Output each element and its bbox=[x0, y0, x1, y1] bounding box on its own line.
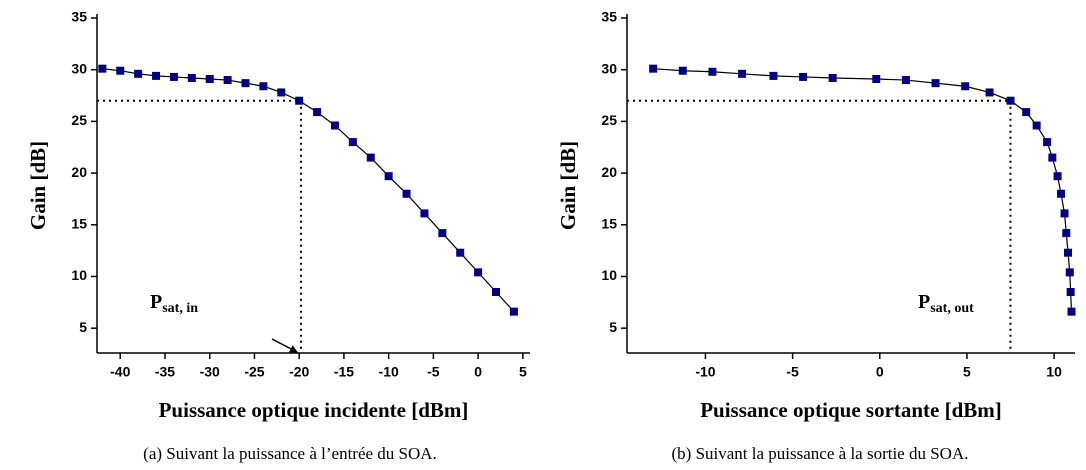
y-tick-label: 15 bbox=[601, 215, 617, 231]
x-tick-label: 0 bbox=[876, 364, 884, 380]
y-tick-label: 5 bbox=[609, 319, 617, 335]
marker bbox=[116, 66, 125, 75]
marker bbox=[1066, 287, 1075, 296]
x-tick-label: -15 bbox=[334, 364, 354, 380]
marker bbox=[259, 82, 268, 91]
marker bbox=[649, 64, 658, 73]
marker bbox=[931, 79, 940, 88]
x-tick-label: 5 bbox=[963, 364, 971, 380]
y-tick-label: 35 bbox=[71, 9, 87, 25]
marker bbox=[384, 172, 393, 181]
y-tick-label: 10 bbox=[71, 267, 87, 283]
y-tick-label: 30 bbox=[601, 60, 617, 76]
y-tick-label: 25 bbox=[71, 112, 87, 128]
marker bbox=[1057, 189, 1066, 198]
caption: (a) Suivant la puissance à l’entrée du S… bbox=[143, 444, 437, 463]
x-tick-label: -30 bbox=[200, 364, 220, 380]
marker bbox=[1032, 121, 1041, 130]
marker bbox=[1062, 229, 1071, 238]
x-tick-label: -40 bbox=[110, 364, 130, 380]
x-tick-label: 10 bbox=[1046, 364, 1062, 380]
marker bbox=[708, 67, 717, 76]
annotation-sub: sat, in bbox=[162, 301, 198, 316]
caption: (b) Suivant la puissance à la sortie du … bbox=[672, 444, 969, 463]
x-tick-label: -5 bbox=[786, 364, 799, 380]
marker bbox=[1065, 268, 1074, 277]
marker bbox=[152, 71, 161, 80]
marker bbox=[330, 121, 339, 130]
marker bbox=[509, 307, 518, 316]
x-axis-label: Puissance optique incidente [dBm] bbox=[159, 398, 469, 422]
annotation-text: P bbox=[150, 291, 162, 313]
y-tick-label: 30 bbox=[71, 60, 87, 76]
marker bbox=[901, 76, 910, 85]
marker bbox=[313, 108, 322, 117]
marker bbox=[961, 82, 970, 91]
marker bbox=[169, 72, 178, 81]
marker bbox=[828, 73, 837, 82]
x-tick-label: -5 bbox=[427, 364, 440, 380]
x-tick-label: -10 bbox=[379, 364, 399, 380]
marker bbox=[205, 75, 214, 84]
y-tick-label: 35 bbox=[601, 9, 617, 25]
marker bbox=[738, 69, 747, 78]
y-tick-label: 10 bbox=[601, 267, 617, 283]
marker bbox=[223, 76, 232, 85]
marker bbox=[348, 138, 357, 147]
y-tick-label: 5 bbox=[79, 319, 87, 335]
x-tick-label: -35 bbox=[155, 364, 175, 380]
marker bbox=[366, 153, 375, 162]
x-tick-label: -10 bbox=[695, 364, 715, 380]
annotation-text: P bbox=[918, 291, 930, 313]
marker bbox=[420, 209, 429, 218]
marker bbox=[1067, 307, 1076, 316]
marker bbox=[1043, 138, 1052, 147]
marker bbox=[98, 64, 107, 73]
marker bbox=[492, 287, 501, 296]
marker bbox=[134, 69, 143, 78]
marker bbox=[1064, 248, 1073, 257]
marker bbox=[1060, 209, 1069, 218]
marker bbox=[187, 73, 196, 82]
marker bbox=[1053, 172, 1062, 181]
marker bbox=[241, 79, 250, 88]
marker bbox=[678, 66, 687, 75]
annotation: Psat, out bbox=[918, 291, 974, 317]
marker bbox=[438, 229, 447, 238]
marker bbox=[985, 88, 994, 97]
x-tick-label: -25 bbox=[244, 364, 264, 380]
data-line bbox=[102, 68, 515, 313]
marker bbox=[277, 88, 286, 97]
y-axis-label: Gain [dB] bbox=[26, 141, 50, 230]
marker bbox=[474, 268, 483, 277]
y-tick-label: 15 bbox=[71, 215, 87, 231]
x-tick-label: -20 bbox=[289, 364, 309, 380]
x-axis-label: Puissance optique sortante [dBm] bbox=[700, 398, 1002, 422]
data-line bbox=[653, 68, 1073, 312]
marker bbox=[1022, 108, 1031, 117]
annotation: Psat, in bbox=[150, 291, 198, 317]
marker bbox=[769, 71, 778, 80]
marker bbox=[1006, 96, 1015, 105]
y-tick-label: 20 bbox=[71, 164, 87, 180]
annotation-sub: sat, out bbox=[930, 301, 974, 316]
marker bbox=[456, 248, 465, 257]
marker bbox=[799, 72, 808, 81]
y-axis-label: Gain [dB] bbox=[556, 141, 580, 230]
marker bbox=[1048, 153, 1057, 162]
marker bbox=[872, 75, 881, 84]
x-tick-label: 0 bbox=[474, 364, 482, 380]
annotation-arrow bbox=[271, 338, 298, 353]
marker bbox=[295, 96, 304, 105]
marker bbox=[402, 189, 411, 198]
x-tick-label: 5 bbox=[519, 364, 527, 380]
y-tick-label: 20 bbox=[601, 164, 617, 180]
y-tick-label: 25 bbox=[601, 112, 617, 128]
